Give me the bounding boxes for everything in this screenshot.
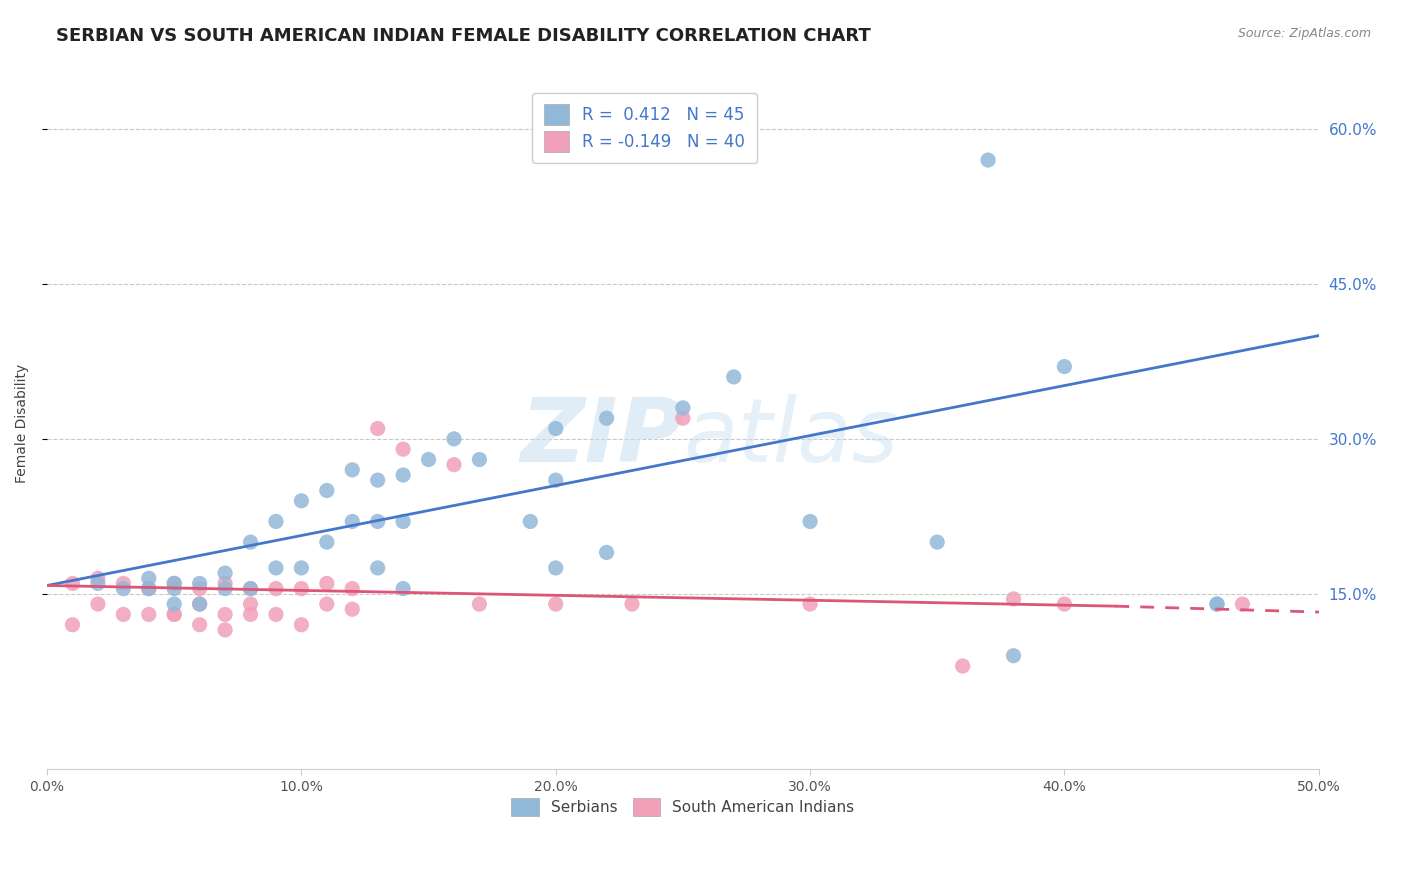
Point: [239, 535, 262, 549]
Point: [799, 597, 821, 611]
Point: [1206, 597, 1229, 611]
Point: [977, 153, 1000, 167]
Point: [315, 576, 337, 591]
Point: [290, 561, 312, 575]
Point: [264, 607, 287, 622]
Legend: Serbians, South American Indians: Serbians, South American Indians: [503, 790, 862, 824]
Point: [264, 515, 287, 529]
Point: [342, 463, 364, 477]
Text: atlas: atlas: [683, 394, 898, 480]
Point: [443, 458, 465, 472]
Point: [188, 597, 211, 611]
Point: [342, 602, 364, 616]
Point: [392, 442, 415, 457]
Point: [443, 432, 465, 446]
Point: [112, 582, 135, 596]
Point: [418, 452, 440, 467]
Point: [544, 473, 567, 487]
Point: [392, 515, 415, 529]
Point: [188, 617, 211, 632]
Point: [239, 607, 262, 622]
Point: [1232, 597, 1254, 611]
Point: [214, 623, 236, 637]
Point: [315, 597, 337, 611]
Point: [264, 561, 287, 575]
Point: [163, 576, 186, 591]
Point: [315, 483, 337, 498]
Point: [367, 421, 389, 435]
Point: [239, 582, 262, 596]
Point: [544, 597, 567, 611]
Point: [1053, 359, 1076, 374]
Point: [392, 582, 415, 596]
Point: [315, 535, 337, 549]
Point: [672, 401, 695, 415]
Point: [367, 515, 389, 529]
Point: [163, 576, 186, 591]
Point: [927, 535, 949, 549]
Point: [138, 582, 160, 596]
Point: [214, 576, 236, 591]
Point: [392, 468, 415, 483]
Point: [367, 561, 389, 575]
Point: [1002, 648, 1025, 663]
Point: [1002, 591, 1025, 606]
Point: [468, 597, 491, 611]
Point: [214, 582, 236, 596]
Point: [214, 566, 236, 580]
Text: ZIP: ZIP: [520, 393, 683, 481]
Point: [952, 659, 974, 673]
Point: [163, 607, 186, 622]
Point: [342, 582, 364, 596]
Point: [544, 561, 567, 575]
Point: [672, 411, 695, 425]
Y-axis label: Female Disability: Female Disability: [15, 364, 30, 483]
Point: [112, 576, 135, 591]
Point: [1053, 597, 1076, 611]
Point: [188, 597, 211, 611]
Text: Source: ZipAtlas.com: Source: ZipAtlas.com: [1237, 27, 1371, 40]
Point: [138, 582, 160, 596]
Point: [544, 421, 567, 435]
Point: [138, 571, 160, 585]
Point: [468, 452, 491, 467]
Point: [112, 607, 135, 622]
Point: [367, 473, 389, 487]
Point: [87, 597, 110, 611]
Point: [1206, 597, 1229, 611]
Point: [595, 411, 617, 425]
Point: [62, 576, 84, 591]
Point: [62, 617, 84, 632]
Point: [723, 370, 745, 384]
Point: [290, 493, 312, 508]
Text: SERBIAN VS SOUTH AMERICAN INDIAN FEMALE DISABILITY CORRELATION CHART: SERBIAN VS SOUTH AMERICAN INDIAN FEMALE …: [56, 27, 870, 45]
Point: [342, 515, 364, 529]
Point: [621, 597, 644, 611]
Point: [290, 582, 312, 596]
Point: [163, 597, 186, 611]
Point: [519, 515, 541, 529]
Point: [188, 576, 211, 591]
Point: [239, 582, 262, 596]
Point: [595, 545, 617, 559]
Point: [188, 582, 211, 596]
Point: [163, 582, 186, 596]
Point: [290, 617, 312, 632]
Point: [799, 515, 821, 529]
Point: [138, 607, 160, 622]
Point: [87, 576, 110, 591]
Point: [163, 607, 186, 622]
Point: [264, 582, 287, 596]
Point: [87, 571, 110, 585]
Point: [239, 597, 262, 611]
Point: [214, 607, 236, 622]
